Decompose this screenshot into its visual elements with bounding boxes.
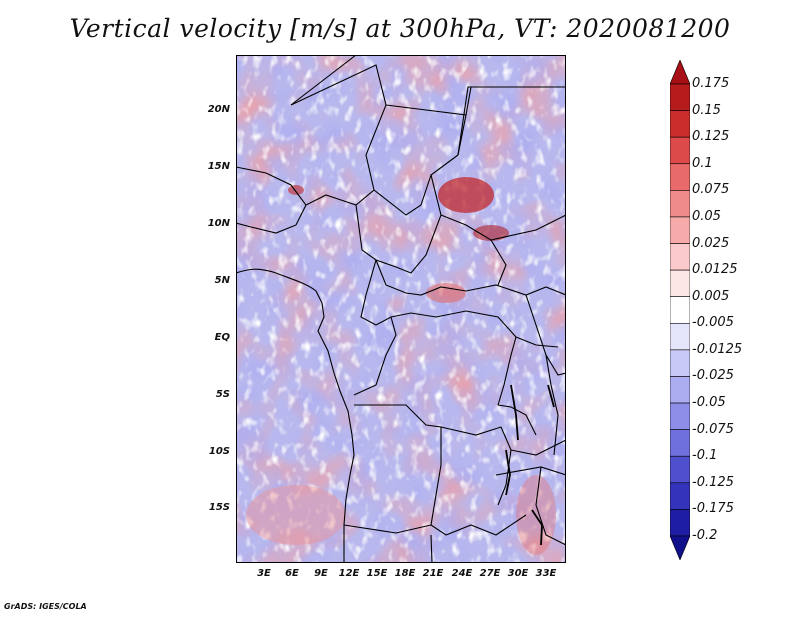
lon-tick-label: 9E — [314, 568, 328, 579]
colorbar-bin — [670, 349, 690, 377]
colorbar-bin — [670, 376, 690, 404]
lat-tick-label: 10N — [207, 218, 230, 229]
colorbar-cap-bottom — [670, 535, 690, 560]
colorbar-tick-label: -0.05 — [692, 395, 726, 411]
near-zero-regions — [236, 55, 566, 563]
colorbar-tick-label: 0.1 — [692, 155, 713, 171]
colorbar-bin — [670, 190, 690, 218]
lon-tick-label: 27E — [479, 568, 501, 579]
colorbar — [670, 60, 690, 560]
colorbar-tick-label: -0.1 — [692, 448, 718, 464]
colorbar-bin — [670, 429, 690, 457]
colorbar-tick-label: 0.125 — [692, 129, 730, 145]
colorbar-bin — [670, 296, 690, 324]
colorbar-tick-label: 0.175 — [692, 76, 730, 91]
colorbar-tick-label: -0.075 — [692, 421, 734, 437]
lat-tick-label: 10S — [208, 446, 230, 457]
lon-tick-label: 24E — [451, 568, 473, 579]
map-panel — [235, 54, 567, 564]
lon-tick-label: 30E — [507, 568, 529, 579]
colorbar-bin — [670, 136, 690, 165]
colorbar-bin — [670, 455, 690, 484]
colorbar-bin — [670, 83, 690, 111]
lon-tick-label: 12E — [338, 568, 360, 579]
colorbar-bin — [670, 243, 690, 271]
lon-tick-label: 3E — [257, 568, 271, 579]
lakes — [505, 384, 555, 546]
lat-tick-label: 15N — [207, 161, 230, 172]
map-title: Vertical velocity [m/s] at 300hPa, VT: 2… — [69, 14, 731, 43]
colorbar-tick-label: -0.125 — [692, 474, 734, 490]
lon-tick-label: 15E — [366, 568, 388, 579]
colorbar-cap-top — [670, 60, 690, 85]
colorbar-tick-label: 0.0125 — [692, 262, 738, 278]
lat-tick-label: EQ — [214, 332, 230, 343]
colorbar-tick-label: 0.15 — [692, 102, 721, 118]
lat-tick-label: 15S — [208, 502, 230, 513]
colorbar-tick-label: -0.005 — [692, 315, 734, 331]
map-frame — [236, 55, 566, 563]
colorbar-bin — [670, 482, 690, 510]
lon-tick-label: 21E — [422, 568, 444, 579]
colorbar-bin — [670, 216, 690, 244]
strong-updraft-core — [438, 177, 494, 213]
colorbar-tick-label: 0.025 — [692, 235, 730, 251]
lon-tick-label: 6E — [285, 568, 299, 579]
colorbar-bin — [670, 269, 690, 298]
colorbar-tick-label: 0.075 — [692, 182, 730, 198]
updraft-patch — [246, 485, 346, 545]
colorbar-bin — [670, 163, 690, 191]
colorbar-bin — [670, 402, 690, 430]
updraft-patch — [288, 185, 304, 195]
lon-tick-label: 33E — [535, 568, 557, 579]
country-borders — [235, 54, 567, 564]
colorbar-bin — [670, 509, 690, 537]
colorbar-tick-label: -0.025 — [692, 368, 734, 384]
lat-tick-label: 20N — [207, 104, 230, 115]
colorbar-bin — [670, 322, 690, 351]
colorbar-tick-label: -0.2 — [692, 528, 718, 543]
lat-tick-label: 5S — [215, 389, 230, 400]
updraft-patch — [426, 283, 466, 303]
colorbar-bin — [670, 110, 690, 138]
lat-tick-label: 5N — [214, 275, 230, 286]
colorbar-tick-label: -0.175 — [692, 501, 734, 517]
grads-credit: GrADS: IGES/COLA — [4, 602, 87, 611]
colorbar-tick-label: 0.005 — [692, 288, 730, 304]
lon-tick-label: 18E — [394, 568, 416, 579]
colorbar-tick-label: 0.05 — [692, 208, 721, 224]
updraft-patch — [473, 225, 509, 241]
vertical-velocity-field — [235, 54, 567, 564]
colorbar-tick-label: -0.0125 — [692, 341, 743, 357]
